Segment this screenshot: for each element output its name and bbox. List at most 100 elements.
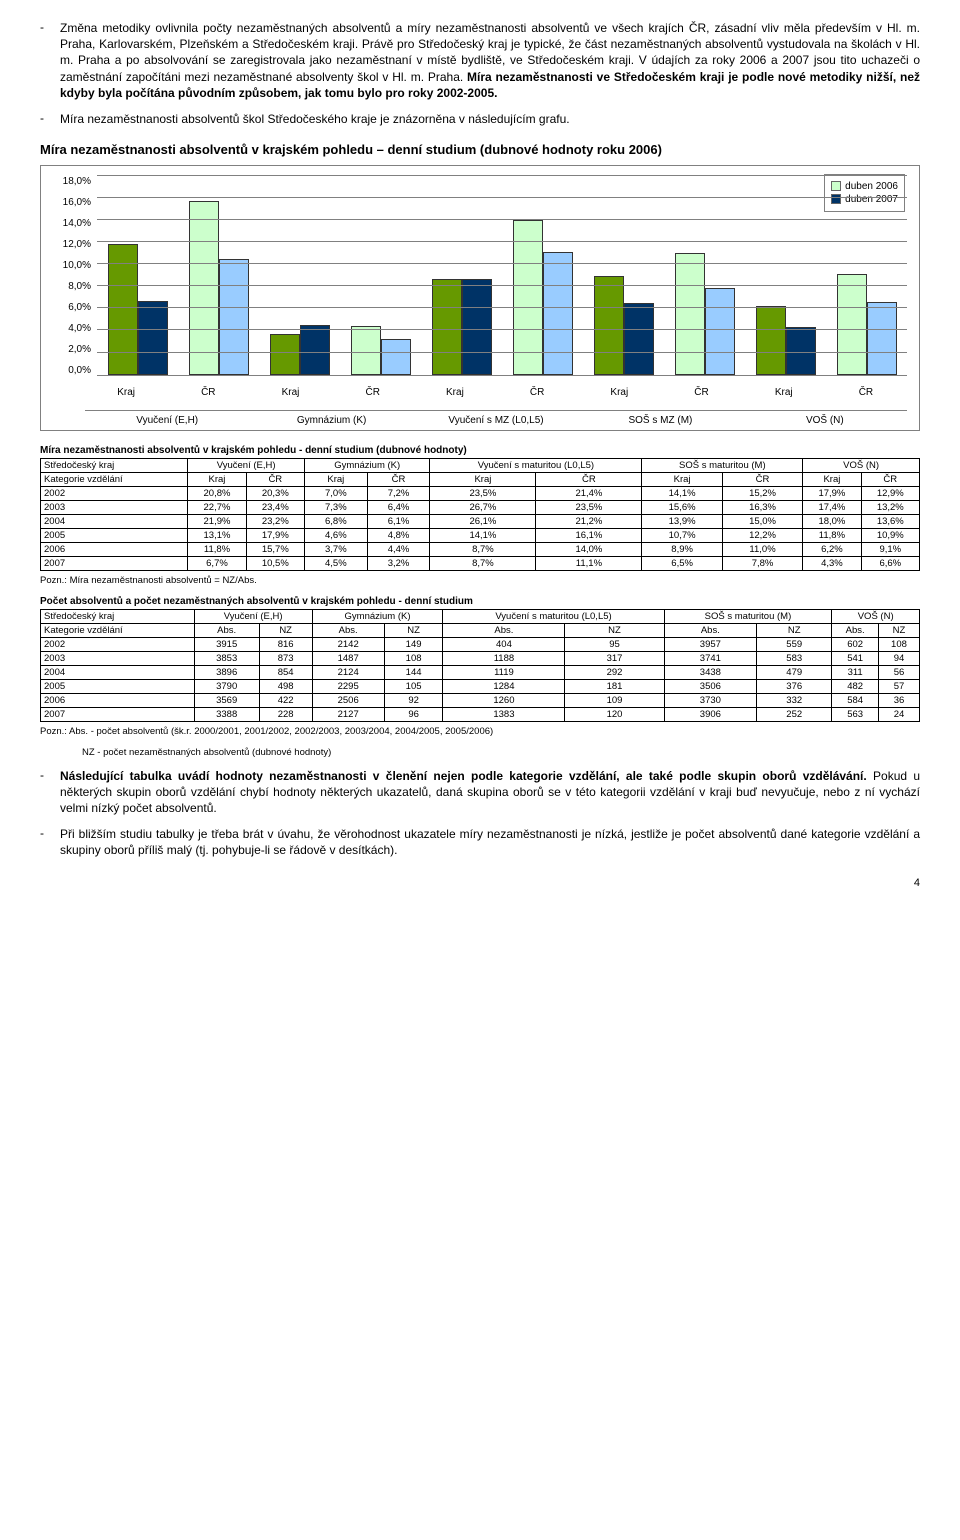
table-cell: 816 <box>259 637 312 651</box>
table-cell: 3896 <box>194 665 259 679</box>
table-cell: 14,0% <box>536 542 642 556</box>
y-tick-label: 14,0% <box>53 218 91 229</box>
table-cell: 376 <box>757 679 832 693</box>
table-cell: 13,6% <box>861 514 919 528</box>
table-cell: 14,1% <box>430 528 536 542</box>
table-cell: 2142 <box>312 637 384 651</box>
table-cell: 57 <box>878 679 919 693</box>
table-cell: 6,4% <box>367 500 430 514</box>
table-cell: 11,1% <box>536 556 642 570</box>
table-cell: 20,8% <box>188 486 246 500</box>
p3-bold: Následující tabulka uvádí hodnoty nezamě… <box>60 769 867 783</box>
x-group-label: Vyučení s MZ (L0,L5) <box>414 410 578 426</box>
table-cell: 7,8% <box>722 556 802 570</box>
bullet-dash: - <box>40 826 60 858</box>
table-cell: 36 <box>878 693 919 707</box>
x-sub-label: Kraj <box>414 387 496 398</box>
table-cell: 3957 <box>664 637 757 651</box>
table-cell: 1487 <box>312 651 384 665</box>
table-cell: 3906 <box>664 707 757 721</box>
table-cell: 2002 <box>41 637 195 651</box>
table-cell: 4,6% <box>304 528 367 542</box>
table-subheader: Abs. <box>194 623 259 637</box>
table-cell: 563 <box>832 707 879 721</box>
table-cell: 144 <box>384 665 443 679</box>
table-cell: 6,6% <box>861 556 919 570</box>
table-cell: 15,2% <box>722 486 802 500</box>
x-group-label: Vyučení (E,H) <box>85 410 249 426</box>
table-cell: 1284 <box>443 679 565 693</box>
paragraph-4-content: Při bližším studiu tabulky je třeba brát… <box>60 826 920 858</box>
table-header: Gymnázium (K) <box>304 458 429 472</box>
table-subheader: Abs. <box>312 623 384 637</box>
table-cell: 1260 <box>443 693 565 707</box>
table-subheader: Kraj <box>304 472 367 486</box>
table-cell: 92 <box>384 693 443 707</box>
bar <box>462 279 492 375</box>
table-cell: 20,3% <box>246 486 304 500</box>
table-cell: 15,7% <box>246 542 304 556</box>
table-cell: 105 <box>384 679 443 693</box>
table-cell: 3915 <box>194 637 259 651</box>
table-cell: 24 <box>878 707 919 721</box>
table-cell: 317 <box>565 651 664 665</box>
table-subheader: ČR <box>536 472 642 486</box>
x-sub-label: ČR <box>167 387 249 398</box>
table-1: Středočeský krajVyučení (E,H)Gymnázium (… <box>40 458 920 571</box>
x-sub-label: Kraj <box>249 387 331 398</box>
bar <box>837 274 867 375</box>
table-cell: 9,1% <box>861 542 919 556</box>
table-cell: 2003 <box>41 651 195 665</box>
table-cell: 109 <box>565 693 664 707</box>
table-subheader: Abs. <box>832 623 879 637</box>
table-cell: 3741 <box>664 651 757 665</box>
table-cell: 3,2% <box>367 556 430 570</box>
table-cell: 10,5% <box>246 556 304 570</box>
table-cell: 1383 <box>443 707 565 721</box>
table-cell: 26,1% <box>430 514 536 528</box>
table-cell: 23,4% <box>246 500 304 514</box>
table-cell: 13,9% <box>642 514 722 528</box>
bullet-dash: - <box>40 20 60 101</box>
table-cell: 2007 <box>41 707 195 721</box>
table-cell: 3506 <box>664 679 757 693</box>
table-header: Středočeský kraj <box>41 458 188 472</box>
table-cell: 873 <box>259 651 312 665</box>
table-subheader: NZ <box>259 623 312 637</box>
bar <box>756 306 786 375</box>
bar <box>624 303 654 375</box>
table-subheader: Kraj <box>188 472 246 486</box>
table-cell: 17,9% <box>803 486 861 500</box>
table-cell: 6,5% <box>642 556 722 570</box>
table-subheader: NZ <box>384 623 443 637</box>
table-cell: 2005 <box>41 528 188 542</box>
table-subheader: NZ <box>878 623 919 637</box>
table-cell: 21,4% <box>536 486 642 500</box>
table-cell: 16,1% <box>536 528 642 542</box>
table-header: VOŠ (N) <box>832 609 920 623</box>
table-cell: 56 <box>878 665 919 679</box>
chart-title: Míra nezaměstnanosti absolventů v krajsk… <box>40 141 920 159</box>
paragraph-2-content: Míra nezaměstnanosti absolventů škol Stř… <box>60 111 920 127</box>
table-cell: 422 <box>259 693 312 707</box>
bar <box>270 334 300 375</box>
y-tick-label: 4,0% <box>53 323 91 334</box>
table-subheader: ČR <box>367 472 430 486</box>
table-cell: 228 <box>259 707 312 721</box>
table-header: SOŠ s maturitou (M) <box>664 609 832 623</box>
table2-caption: Počet absolventů a počet nezaměstnaných … <box>40 596 920 607</box>
y-tick-label: 0,0% <box>53 365 91 376</box>
table-subheader: Kategorie vzdělání <box>41 623 195 637</box>
table-cell: 2506 <box>312 693 384 707</box>
table-cell: 2004 <box>41 665 195 679</box>
paragraph-4: - Při bližším studiu tabulky je třeba br… <box>40 826 920 858</box>
table-header: Vyučení s maturitou (L0,L5) <box>430 458 642 472</box>
table-cell: 479 <box>757 665 832 679</box>
table-cell: 7,0% <box>304 486 367 500</box>
table-cell: 854 <box>259 665 312 679</box>
bar <box>138 301 168 375</box>
table-cell: 3,7% <box>304 542 367 556</box>
table-cell: 7,3% <box>304 500 367 514</box>
table-header: Středočeský kraj <box>41 609 195 623</box>
table2-note2: NZ - počet nezaměstnaných absolventů (du… <box>40 747 920 758</box>
